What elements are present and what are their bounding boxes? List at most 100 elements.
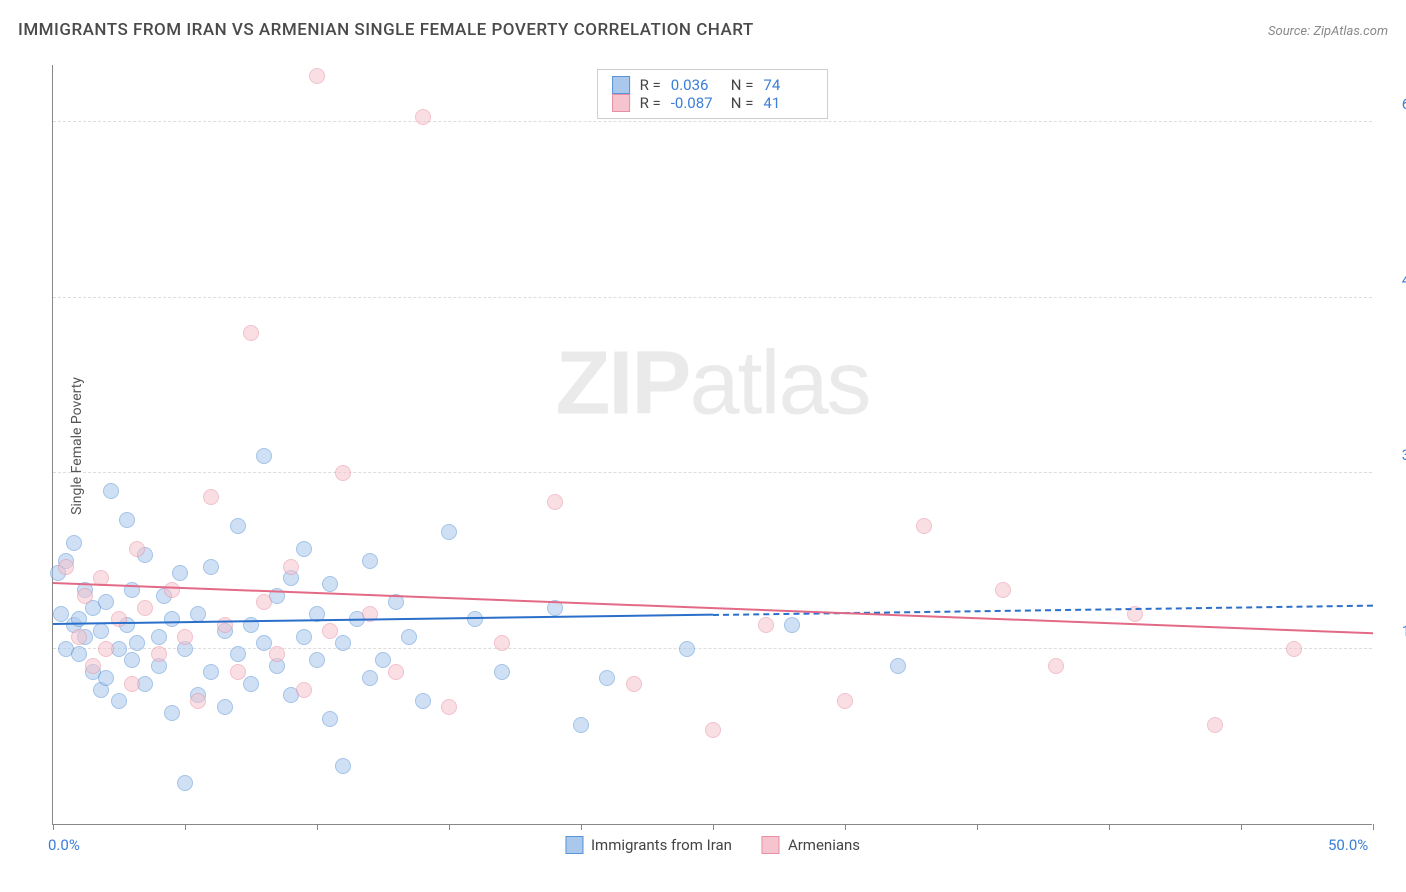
data-point-iran [322,576,338,592]
data-point-iran [573,717,589,733]
source-attribution: Source: ZipAtlas.com [1268,24,1388,39]
data-point-iran [256,635,272,651]
data-point-armenian [494,635,510,651]
watermark-bold: ZIP [555,333,689,433]
data-point-armenian [705,722,721,738]
n-value-armenian: 41 [763,94,813,112]
gridline [53,648,1372,649]
x-tick [1109,824,1110,830]
x-tick [977,824,978,830]
data-point-armenian [388,664,404,680]
watermark-light: atlas [689,333,869,433]
data-point-armenian [916,518,932,534]
legend-row-iran: R = 0.036 N = 74 [612,76,814,94]
legend-label-armenian: Armenians [788,836,860,854]
data-point-iran [441,524,457,540]
data-point-armenian [283,559,299,575]
swatch-iran [565,836,583,854]
trend-line [53,614,713,625]
data-point-iran [599,670,615,686]
n-value-iran: 74 [763,76,813,94]
legend-label-iran: Immigrants from Iran [591,836,732,854]
data-point-iran [129,635,145,651]
data-point-iran [66,535,82,551]
r-value-iran: 0.036 [671,76,721,94]
data-point-iran [230,518,246,534]
data-point-armenian [322,623,338,639]
data-point-armenian [269,646,285,662]
y-tick-label: 60.0% [1382,95,1406,113]
data-point-armenian [111,611,127,627]
legend-item-iran: Immigrants from Iran [565,836,732,854]
source-name: ZipAtlas.com [1313,24,1388,39]
data-point-iran [71,646,87,662]
data-point-armenian [335,465,351,481]
data-point-armenian [129,541,145,557]
x-tick [581,824,582,830]
data-point-iran [322,711,338,727]
x-tick [317,824,318,830]
data-point-armenian [1286,641,1302,657]
data-point-armenian [98,641,114,657]
data-point-armenian [243,325,259,341]
y-tick-label: 45.0% [1382,271,1406,289]
r-label: R = [640,94,661,112]
data-point-armenian [124,676,140,692]
chart-title: IMMIGRANTS FROM IRAN VS ARMENIAN SINGLE … [18,20,754,40]
data-point-armenian [190,693,206,709]
data-point-iran [296,629,312,645]
y-tick-label: 30.0% [1382,446,1406,464]
data-point-iran [890,658,906,674]
data-point-armenian [137,600,153,616]
data-point-iran [375,652,391,668]
data-point-iran [53,606,69,622]
data-point-iran [190,606,206,622]
data-point-iran [172,565,188,581]
data-point-iran [335,758,351,774]
x-tick-label: 0.0% [48,836,80,854]
data-point-iran [203,664,219,680]
x-tick-label: 50.0% [1328,836,1368,854]
x-tick [53,824,54,830]
gridline [53,121,1372,122]
x-tick [1373,824,1374,830]
data-point-armenian [441,699,457,715]
data-point-armenian [1048,658,1064,674]
data-point-iran [230,646,246,662]
legend-row-armenian: R = -0.087 N = 41 [612,94,814,112]
data-point-iran [415,693,431,709]
x-tick [449,824,450,830]
data-point-iran [296,541,312,557]
data-point-armenian [164,582,180,598]
x-tick [1241,824,1242,830]
data-point-armenian [58,559,74,575]
x-tick [845,824,846,830]
data-point-iran [335,635,351,651]
n-label: N = [731,76,754,94]
data-point-iran [243,676,259,692]
data-point-armenian [837,693,853,709]
data-point-iran [164,705,180,721]
data-point-iran [309,652,325,668]
title-bar: IMMIGRANTS FROM IRAN VS ARMENIAN SINGLE … [18,20,1388,40]
data-point-armenian [256,594,272,610]
data-point-iran [93,623,109,639]
x-tick [185,824,186,830]
data-point-armenian [151,646,167,662]
series-legend: Immigrants from Iran Armenians [565,836,860,854]
gridline [53,297,1372,298]
data-point-iran [784,617,800,633]
legend-item-armenian: Armenians [762,836,860,854]
swatch-armenian [612,94,630,112]
data-point-armenian [230,664,246,680]
plot-area: ZIPatlas R = 0.036 N = 74 R = -0.087 N =… [52,65,1372,825]
data-point-iran [103,483,119,499]
data-point-iran [177,775,193,791]
watermark: ZIPatlas [555,332,869,435]
data-point-iran [119,512,135,528]
data-point-armenian [85,658,101,674]
data-point-iran [362,553,378,569]
data-point-iran [679,641,695,657]
data-point-iran [98,670,114,686]
data-point-iran [467,611,483,627]
